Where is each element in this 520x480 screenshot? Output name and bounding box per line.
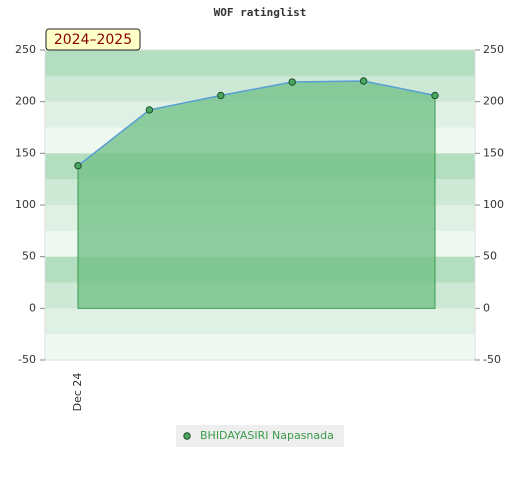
point — [74, 162, 82, 170]
legend-background — [176, 425, 344, 447]
point — [359, 77, 368, 85]
point — [217, 91, 225, 100]
line — [77, 80, 436, 167]
point — [145, 106, 154, 114]
x-tick-label: Dec 24 — [71, 373, 84, 412]
point — [431, 91, 439, 100]
y2-tick-label: 50 — [483, 250, 497, 263]
stripe — [45, 50, 475, 77]
annotation-box — [45, 28, 141, 51]
y-tick-label: 0 — [29, 301, 36, 314]
y-tick-label: 150 — [15, 146, 36, 159]
y2-tick-label: 0 — [483, 301, 490, 314]
legend-marker — [183, 432, 191, 440]
y2-tick-label: -50 — [483, 353, 501, 366]
y-tick-label: 100 — [15, 198, 36, 211]
y-tick-label: 50 — [22, 250, 36, 263]
y2-tick-label: 100 — [483, 198, 504, 211]
y2-tick-label: 250 — [483, 43, 504, 56]
y2-tick-label: 200 — [483, 95, 504, 108]
y-tick-label: 250 — [15, 43, 36, 56]
chart-title: WOF ratinglist — [214, 6, 307, 19]
annotation: 2024–2025 — [54, 32, 132, 48]
legend-label: BHIDAYASIRI Napasnada — [200, 429, 334, 442]
point — [288, 78, 296, 86]
stripe — [45, 334, 475, 361]
stripe — [45, 308, 475, 335]
y-tick-label: -50 — [18, 353, 36, 366]
y-tick-label: 200 — [15, 95, 36, 108]
y2-tick-label: 150 — [483, 146, 504, 159]
